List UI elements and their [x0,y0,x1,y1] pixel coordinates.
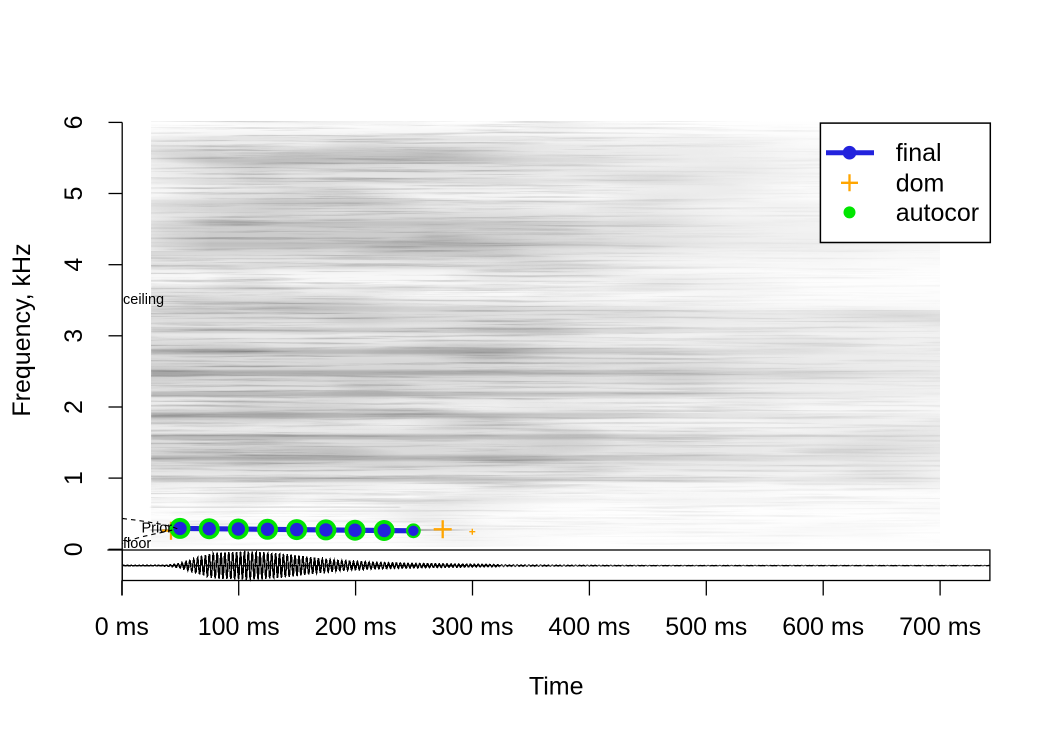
svg-text:600 ms: 600 ms [782,613,864,641]
svg-text:700 ms: 700 ms [899,613,981,641]
svg-text:4: 4 [60,258,88,272]
svg-text:Time: Time [529,673,584,701]
svg-text:autocor: autocor [896,199,979,227]
svg-text:Frequency, kHz: Frequency, kHz [8,243,36,416]
svg-text:6: 6 [60,115,88,129]
svg-text:ceiling: ceiling [123,292,164,308]
svg-text:100 ms: 100 ms [198,613,280,641]
svg-text:400 ms: 400 ms [548,613,630,641]
svg-text:5: 5 [60,187,88,201]
svg-text:2: 2 [60,400,88,414]
svg-text:1: 1 [60,471,88,485]
svg-text:0: 0 [60,542,88,556]
svg-text:Prior: Prior [142,521,173,537]
svg-text:final: final [896,139,942,167]
svg-text:500 ms: 500 ms [665,613,747,641]
svg-text:3: 3 [60,329,88,343]
svg-text:0 ms: 0 ms [95,613,149,641]
svg-text:200 ms: 200 ms [315,613,397,641]
svg-text:dom: dom [896,169,945,197]
svg-text:300 ms: 300 ms [432,613,514,641]
